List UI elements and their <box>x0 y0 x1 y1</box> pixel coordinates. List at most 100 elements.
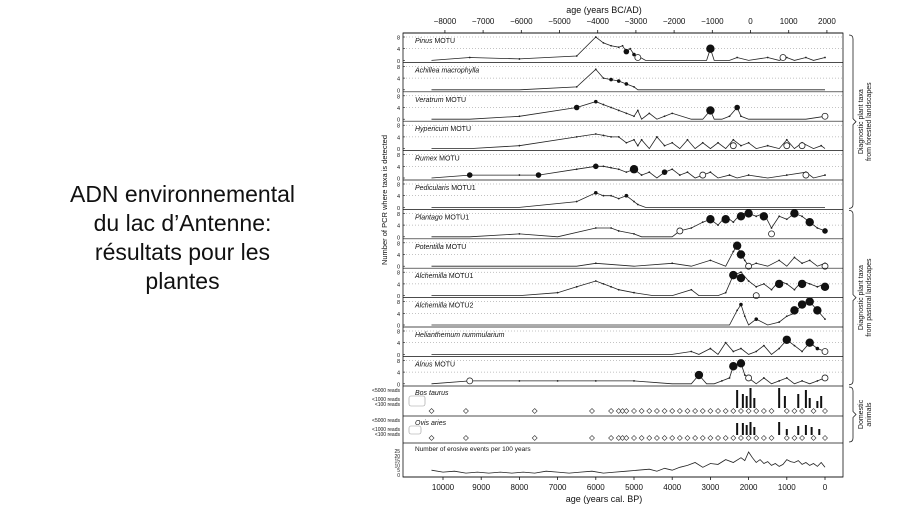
series-point <box>617 230 620 232</box>
absence-marker <box>810 408 817 414</box>
series-point <box>824 318 826 321</box>
series-point <box>724 341 727 344</box>
panel-taxon-label: Pedicularis MOTU1 <box>415 185 476 192</box>
absence-marker <box>623 408 630 414</box>
series-point <box>740 115 742 118</box>
absence-marker <box>745 435 752 441</box>
series-point <box>717 141 719 144</box>
marker-filled <box>594 190 598 195</box>
read-scale-label: <100 reads <box>375 402 401 408</box>
marker-filled <box>573 104 580 111</box>
marker-filled <box>813 306 822 315</box>
series-point <box>824 174 826 176</box>
top-axis-tick-label: −3000 <box>625 17 648 26</box>
series-point <box>816 227 819 229</box>
series-line <box>431 101 826 120</box>
marker-filled <box>594 99 598 104</box>
panel-y-tick-label: 8 <box>397 300 400 306</box>
taxon-name: Plantago <box>415 214 443 221</box>
read-scale-label: <1000 reads <box>372 397 400 403</box>
panel-taxon-label: Alnus MOTU <box>414 361 455 368</box>
series-point <box>732 138 735 141</box>
series-point <box>785 174 788 176</box>
marker-open <box>821 374 829 382</box>
taxon-name: Veratrum <box>415 97 444 104</box>
absence-marker <box>760 435 767 441</box>
bottom-axis-tick-label: 7000 <box>549 483 567 492</box>
group-label-line: animals <box>866 402 873 427</box>
panel-taxon-label: Alchemilla MOTU1 <box>414 273 473 280</box>
top-axis-tick-label: −8000 <box>434 17 457 26</box>
absence-marker <box>730 435 737 441</box>
panel-taxon-label: Plantago MOTU1 <box>415 214 469 221</box>
series-point <box>785 218 788 221</box>
series-point <box>602 194 605 197</box>
series-point <box>732 221 735 224</box>
read-bar <box>778 388 781 408</box>
taxon-suffix: MOTU1 <box>449 185 476 192</box>
series-line <box>431 36 826 61</box>
series-point <box>575 136 578 138</box>
absence-marker <box>615 435 622 441</box>
series-line <box>431 68 825 91</box>
series-line <box>431 244 826 267</box>
absence-marker <box>428 408 435 414</box>
panel-y-tick-label: 4 <box>397 106 400 112</box>
absence-marker <box>661 435 668 441</box>
read-scale-label: <5000 reads <box>372 388 400 394</box>
read-bar <box>818 429 821 435</box>
absence-marker <box>738 408 744 414</box>
marker-filled <box>706 106 715 115</box>
absence-marker <box>692 435 699 441</box>
panel-y-tick-label: 4 <box>397 224 400 230</box>
series-point <box>610 106 612 109</box>
series-point <box>648 112 651 115</box>
marker-filled <box>466 172 473 178</box>
series-point <box>755 350 758 353</box>
read-bar <box>745 396 748 408</box>
series-point <box>762 283 765 285</box>
marker-open <box>676 227 684 235</box>
marker-filled <box>732 241 742 250</box>
bottom-axis-tick-label: 1000 <box>778 483 796 492</box>
group-label-line: Diagnostic plant taxa <box>858 265 865 330</box>
series-point <box>720 379 723 382</box>
panel-taxon-label: Helianthemum nummularium <box>415 332 505 339</box>
series-point <box>663 144 666 147</box>
panel-y-tick-label: 8 <box>397 124 400 130</box>
series-point <box>518 379 521 382</box>
marker-filled <box>736 212 746 221</box>
taxon-name: Pedicularis <box>415 185 450 192</box>
series-point <box>671 141 674 144</box>
series-point <box>656 136 658 138</box>
absence-marker <box>753 408 760 414</box>
read-bar <box>804 390 807 408</box>
series-point <box>633 379 635 382</box>
bottom-axis-tick-label: 4000 <box>663 483 681 492</box>
marker-open <box>821 112 829 120</box>
absence-marker <box>631 408 637 414</box>
marker-filled <box>805 338 814 347</box>
series-point <box>575 55 578 57</box>
marker-open <box>783 142 791 150</box>
read-bar <box>808 398 811 408</box>
title-line-1: ADN environnemental <box>69 181 295 207</box>
taxon-suffix: MOTU <box>437 156 460 163</box>
panel-y-tick-label: 8 <box>397 36 400 42</box>
panel-y-tick-label: 4 <box>397 341 400 347</box>
series-point <box>747 141 750 144</box>
marker-open <box>821 262 829 270</box>
panel-y-tick-label: 0 <box>397 177 400 183</box>
group-label-line: Diagnostic plant taxa <box>858 89 865 154</box>
bottom-axis-tick-label: 5000 <box>625 483 643 492</box>
series-point <box>518 232 521 235</box>
panel-y-tick-label: 8 <box>397 271 400 277</box>
series-point <box>629 47 632 50</box>
animal-name: Bos taurus <box>415 390 449 397</box>
series-point <box>617 197 620 200</box>
panel-taxon-label: Hypericum MOTU <box>415 126 471 133</box>
series-point <box>594 280 597 282</box>
series-point <box>690 227 693 229</box>
marker-filled <box>616 79 621 83</box>
title-line-2: du lac d’Antenne: <box>93 210 272 236</box>
